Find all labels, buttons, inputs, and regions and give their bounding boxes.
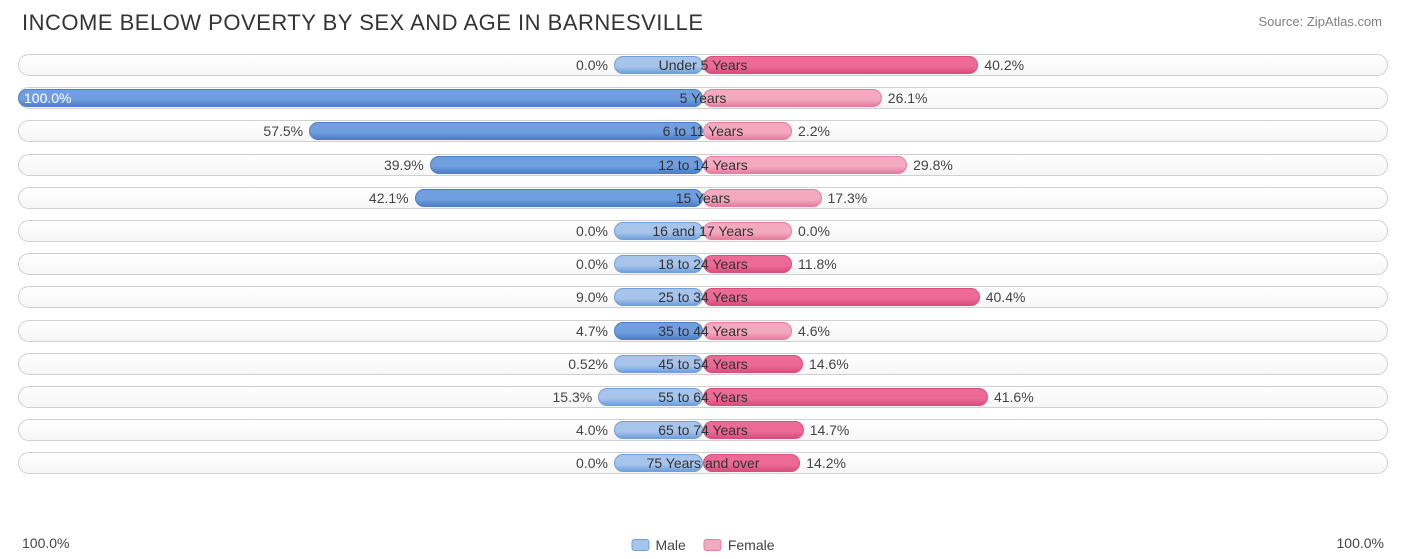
half-female: 17.3%	[703, 185, 1388, 211]
half-female: 40.2%	[703, 52, 1388, 78]
half-male: 39.9%	[18, 152, 703, 178]
chart-row: 0.0% 11.8% 18 to 24 Years	[18, 251, 1388, 277]
bar-male	[18, 89, 703, 107]
half-male: 4.0%	[18, 417, 703, 443]
half-male: 42.1%	[18, 185, 703, 211]
category-label: 45 to 54 Years	[652, 356, 754, 372]
category-label: 25 to 34 Years	[652, 289, 754, 305]
chart-row: 0.0% 0.0% 16 and 17 Years	[18, 218, 1388, 244]
half-female: 2.2%	[703, 118, 1388, 144]
category-label: 15 Years	[670, 190, 737, 206]
value-label-female: 41.6%	[994, 389, 1034, 405]
category-label: 65 to 74 Years	[652, 422, 754, 438]
value-label-male: 4.7%	[576, 323, 608, 339]
legend: Male Female	[631, 537, 774, 553]
chart-container: INCOME BELOW POVERTY BY SEX AND AGE IN B…	[0, 0, 1406, 559]
half-female: 4.6%	[703, 318, 1388, 344]
half-female: 14.6%	[703, 351, 1388, 377]
value-label-female: 14.2%	[806, 455, 846, 471]
category-label: Under 5 Years	[653, 57, 754, 73]
legend-label-male: Male	[655, 537, 685, 553]
chart-row: 4.0% 14.7% 65 to 74 Years	[18, 417, 1388, 443]
legend-item-female: Female	[704, 537, 775, 553]
value-label-female: 40.2%	[984, 57, 1024, 73]
half-female: 26.1%	[703, 85, 1388, 111]
category-label: 55 to 64 Years	[652, 389, 754, 405]
value-label-female: 14.6%	[809, 356, 849, 372]
value-label-male: 0.0%	[576, 455, 608, 471]
value-label-male: 39.9%	[384, 157, 424, 173]
chart-row: 57.5% 2.2% 6 to 11 Years	[18, 118, 1388, 144]
half-male: 0.0%	[18, 52, 703, 78]
value-label-female: 2.2%	[798, 123, 830, 139]
half-female: 0.0%	[703, 218, 1388, 244]
half-male: 100.0%	[18, 85, 703, 111]
value-label-female: 14.7%	[810, 422, 850, 438]
half-female: 11.8%	[703, 251, 1388, 277]
category-label: 12 to 14 Years	[652, 157, 754, 173]
value-label-female: 11.8%	[798, 256, 837, 272]
value-label-male: 0.0%	[576, 57, 608, 73]
source-attribution: Source: ZipAtlas.com	[1258, 14, 1382, 29]
axis-label-left: 100.0%	[22, 535, 69, 551]
bar-male	[415, 189, 703, 207]
value-label-male: 4.0%	[576, 422, 608, 438]
chart-row: 0.0% 40.2% Under 5 Years	[18, 52, 1388, 78]
chart-row: 0.0% 14.2% 75 Years and over	[18, 450, 1388, 476]
value-label-female: 40.4%	[986, 289, 1026, 305]
value-label-male: 0.0%	[576, 223, 608, 239]
category-label: 5 Years	[674, 90, 733, 106]
value-label-male: 57.5%	[263, 123, 303, 139]
value-label-female: 0.0%	[798, 223, 830, 239]
value-label-female: 4.6%	[798, 323, 830, 339]
half-male: 0.0%	[18, 218, 703, 244]
value-label-female: 29.8%	[913, 157, 953, 173]
category-label: 16 and 17 Years	[646, 223, 759, 239]
legend-swatch-male	[631, 539, 649, 551]
chart-row: 9.0% 40.4% 25 to 34 Years	[18, 284, 1388, 310]
chart-row: 42.1% 17.3% 15 Years	[18, 185, 1388, 211]
diverging-bar-chart: 0.0% 40.2% Under 5 Years 100.0% 26.1% 5 Years…	[18, 52, 1388, 523]
value-label-male: 0.52%	[568, 356, 608, 372]
chart-title: INCOME BELOW POVERTY BY SEX AND AGE IN B…	[22, 10, 704, 36]
category-label: 75 Years and over	[641, 455, 766, 471]
legend-swatch-female	[704, 539, 722, 551]
chart-row: 39.9% 29.8% 12 to 14 Years	[18, 152, 1388, 178]
value-label-male: 0.0%	[576, 256, 608, 272]
category-label: 18 to 24 Years	[652, 256, 754, 272]
half-male: 0.52%	[18, 351, 703, 377]
category-label: 35 to 44 Years	[652, 323, 754, 339]
value-label-female: 17.3%	[828, 190, 868, 206]
value-label-male: 15.3%	[553, 389, 593, 405]
bar-male	[309, 122, 703, 140]
half-female: 14.2%	[703, 450, 1388, 476]
chart-row: 4.7% 4.6% 35 to 44 Years	[18, 318, 1388, 344]
half-male: 15.3%	[18, 384, 703, 410]
value-label-male: 100.0%	[24, 90, 71, 106]
half-female: 14.7%	[703, 417, 1388, 443]
half-female: 40.4%	[703, 284, 1388, 310]
chart-row: 100.0% 26.1% 5 Years	[18, 85, 1388, 111]
half-male: 9.0%	[18, 284, 703, 310]
half-female: 29.8%	[703, 152, 1388, 178]
half-male: 0.0%	[18, 450, 703, 476]
legend-label-female: Female	[728, 537, 775, 553]
chart-row: 0.52% 14.6% 45 to 54 Years	[18, 351, 1388, 377]
half-male: 57.5%	[18, 118, 703, 144]
legend-item-male: Male	[631, 537, 685, 553]
half-male: 4.7%	[18, 318, 703, 344]
half-female: 41.6%	[703, 384, 1388, 410]
value-label-male: 42.1%	[369, 190, 409, 206]
value-label-male: 9.0%	[576, 289, 608, 305]
category-label: 6 to 11 Years	[657, 123, 750, 139]
half-male: 0.0%	[18, 251, 703, 277]
value-label-female: 26.1%	[888, 90, 928, 106]
axis-label-right: 100.0%	[1337, 535, 1384, 551]
chart-row: 15.3% 41.6% 55 to 64 Years	[18, 384, 1388, 410]
